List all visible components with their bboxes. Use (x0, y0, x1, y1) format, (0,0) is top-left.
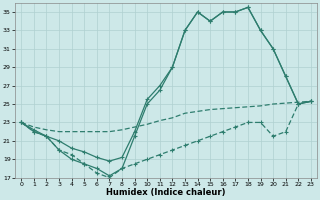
X-axis label: Humidex (Indice chaleur): Humidex (Indice chaleur) (106, 188, 226, 197)
